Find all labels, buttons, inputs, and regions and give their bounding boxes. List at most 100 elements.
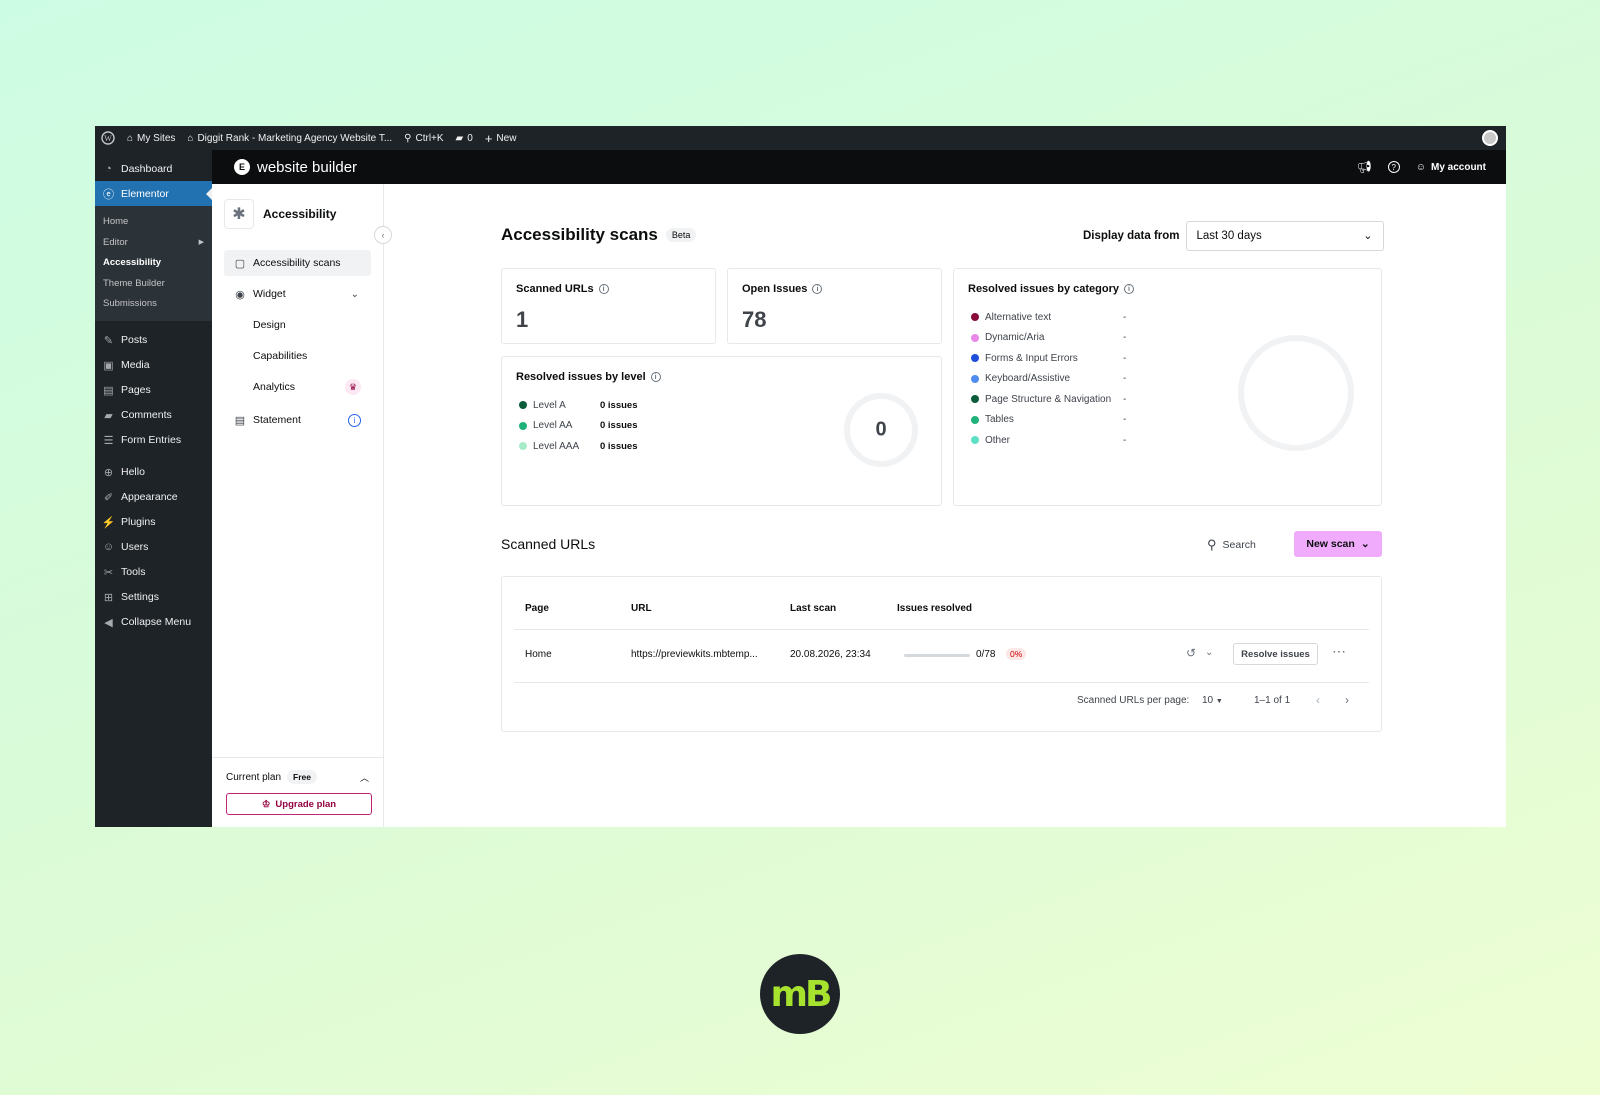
user-icon: ☺ <box>102 541 115 553</box>
comments-count: 0 <box>467 132 473 144</box>
nav-label: Analytics <box>253 381 296 393</box>
menu-item-plugins[interactable]: ⚡ Plugins <box>95 510 212 535</box>
divider <box>514 682 1369 683</box>
form-icon: ☰ <box>103 434 114 447</box>
category-name: Other <box>985 434 1011 446</box>
my-account-button[interactable]: ☺ My account <box>1416 162 1486 173</box>
menu-item-comments[interactable]: ▰ Comments <box>95 403 212 428</box>
menu-item-collapse[interactable]: ◀ Collapse Menu <box>95 610 212 635</box>
submenu-item-theme-builder[interactable]: Theme Builder <box>103 277 165 289</box>
plan-row: Current plan Free ︿ <box>226 770 369 784</box>
mb-logo-text: mB <box>770 973 833 1015</box>
previous-page-icon[interactable]: ‹ <box>1316 693 1320 707</box>
next-page-icon[interactable]: › <box>1345 693 1349 707</box>
legend-dot <box>971 415 979 424</box>
menu-item-form-entries[interactable]: ☰ Form Entries <box>95 428 212 453</box>
info-icon[interactable]: i <box>650 372 661 382</box>
legend-dot <box>519 442 527 451</box>
chevron-down-icon[interactable]: ⌄ <box>1205 647 1214 658</box>
category-value: - <box>1123 373 1127 385</box>
beta-badge: Beta <box>665 228 697 242</box>
nav-label: Widget <box>253 288 286 300</box>
chevron-up-icon[interactable]: ︿ <box>359 772 369 783</box>
search-label: Search <box>1222 539 1256 551</box>
info-icon[interactable]: i <box>812 284 823 294</box>
media-icon: ▣ <box>103 359 114 372</box>
menu-item-pages[interactable]: ▤ Pages <box>95 378 212 403</box>
comment-icon: ▰ <box>104 409 113 422</box>
menu-label: Collapse Menu <box>121 616 192 628</box>
nav-accessibility-scans[interactable]: ▢ Accessibility scans <box>224 250 371 276</box>
new-content-link[interactable]: + New <box>479 126 523 150</box>
page-range: 1–1 of 1 <box>1254 695 1291 706</box>
category-name: Tables <box>985 414 1014 426</box>
wordpress-logo-icon[interactable]: W <box>95 126 121 150</box>
nav-design[interactable]: Design <box>224 312 371 338</box>
nav-analytics[interactable]: Analytics ♛ <box>224 374 371 400</box>
submenu-item-submissions[interactable]: Submissions <box>103 298 157 309</box>
resolved-by-level-card: Resolved issues by level i Level A 0 issue… <box>501 356 942 506</box>
resolve-issues-button[interactable]: Resolve issues <box>1233 643 1318 665</box>
menu-item-elementor[interactable]: ⓔ Elementor <box>95 181 212 206</box>
menu-item-tools[interactable]: ✂ Tools <box>95 560 212 585</box>
help-icon[interactable]: ? <box>1387 161 1400 173</box>
plan-badge: Free <box>287 770 317 784</box>
category-name: Alternative text <box>985 311 1052 323</box>
level-legend: Level A 0 issues Level AA 0 issues Level A… <box>519 395 927 457</box>
elementor-top-bar: E website builder 📢︎ ? ☺ My account <box>212 150 1506 184</box>
history-icon[interactable]: ↺ <box>1186 646 1197 660</box>
search-button[interactable]: ⚲ Search <box>1207 537 1256 553</box>
collapse-sidebar-button[interactable]: ‹ <box>374 226 392 244</box>
menu-item-users[interactable]: ☺ Users <box>95 535 212 560</box>
app-title: website builder <box>257 158 358 176</box>
legend-dot <box>519 421 527 430</box>
level-name: Level A <box>533 399 566 411</box>
menu-item-appearance[interactable]: ✐ Appearance <box>95 485 212 510</box>
row-url[interactable]: https://previewkits.mbtemp... <box>631 649 758 660</box>
per-page-select[interactable]: 10 ▼ <box>1202 695 1223 706</box>
card-label-text: Resolved issues by category <box>968 283 1120 295</box>
megaphone-icon[interactable]: 📢︎ <box>1356 160 1372 174</box>
menu-label: Media <box>121 359 150 371</box>
more-options-icon[interactable]: ⋯ <box>1332 643 1347 659</box>
menu-item-dashboard[interactable]: ◔ Dashboard <box>95 156 212 181</box>
column-header-issues: Issues resolved <box>897 603 973 614</box>
submenu-item-accessibility[interactable]: Accessibility <box>103 257 162 268</box>
scan-page-icon: ▢ <box>234 257 246 270</box>
dashboard-icon: ◔ <box>105 162 112 175</box>
menu-item-settings[interactable]: ⊞ Settings <box>95 585 212 610</box>
menu-item-hello[interactable]: ⊕ Hello <box>95 460 212 485</box>
chevron-down-icon: ⌄ <box>1360 538 1370 550</box>
submenu-item-home[interactable]: Home <box>103 216 129 227</box>
new-scan-button[interactable]: New scan ⌄ <box>1294 531 1382 557</box>
nav-capabilities[interactable]: Capabilities <box>224 343 371 369</box>
open-issues-value: 78 <box>742 307 767 332</box>
info-icon: i <box>348 414 361 427</box>
category-row: Alternative text - <box>971 307 1367 328</box>
search-shortcut[interactable]: ⚲ Ctrl+K <box>398 126 449 150</box>
menu-item-media[interactable]: ▣ Media <box>95 353 212 378</box>
menu-item-posts[interactable]: ✎ Posts <box>95 328 212 353</box>
avatar[interactable] <box>1482 130 1498 146</box>
comments-link[interactable]: ▰ 0 <box>450 126 479 150</box>
date-range-select[interactable]: Last 30 days ⌄ <box>1185 221 1384 251</box>
nav-widget[interactable]: ◉ Widget ⌄ <box>224 281 371 307</box>
category-value: - <box>1123 332 1127 344</box>
info-icon[interactable]: i <box>598 284 609 294</box>
site-name-link[interactable]: ⌂ Diggit Rank - Marketing Agency Website … <box>181 126 398 150</box>
legend-dot <box>971 374 979 383</box>
level-donut-total: 0 <box>875 418 887 441</box>
plugin-icon: ⚡ <box>101 516 116 529</box>
accessibility-sidebar: ✱ Accessibility ‹ ▢ Accessibility scans ◉… <box>212 184 392 827</box>
submenu-item-editor[interactable]: Editor ▶ <box>95 233 212 254</box>
menu-label: Posts <box>121 334 148 346</box>
category-value: - <box>1123 414 1127 426</box>
menu-label: Settings <box>121 591 159 603</box>
site-name-label: Diggit Rank - Marketing Agency Website T… <box>197 132 393 144</box>
info-icon[interactable]: i <box>1124 284 1135 294</box>
page-title: Accessibility scans Beta <box>501 225 697 245</box>
my-sites-link[interactable]: ⌂ My Sites <box>121 126 181 150</box>
nav-statement[interactable]: ▤ Statement i <box>224 407 371 433</box>
upgrade-plan-button[interactable]: ♔ Upgrade plan <box>226 793 372 815</box>
column-header-page: Page <box>525 603 549 614</box>
